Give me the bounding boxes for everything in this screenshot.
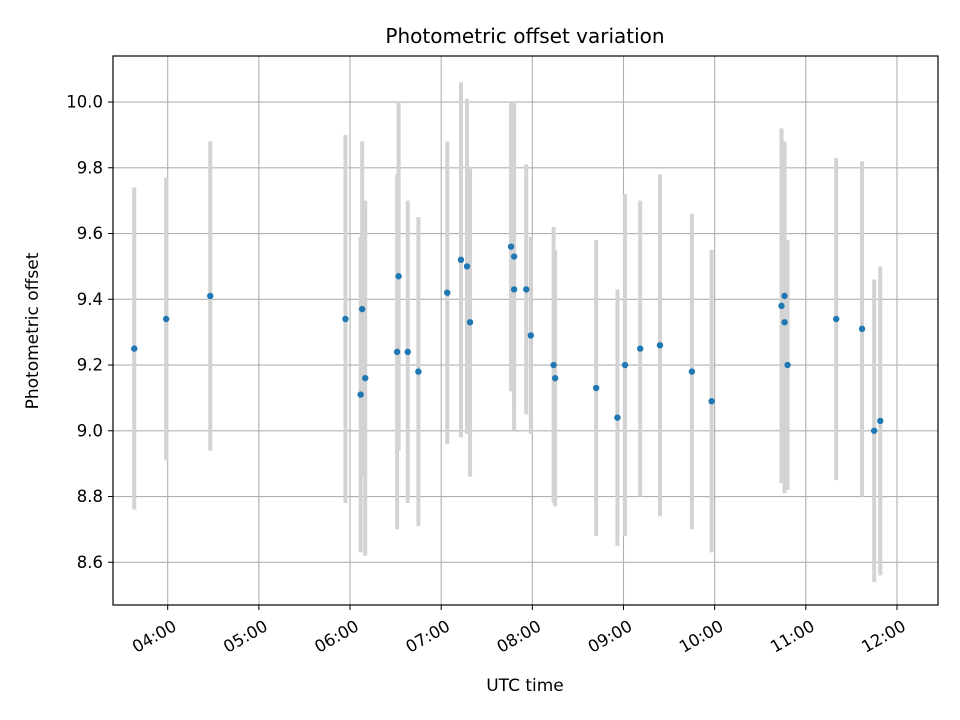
data-point [621,361,629,369]
data-point [708,397,715,405]
x-axis-label: UTC time [486,676,564,696]
data-point [592,384,600,392]
data-point [614,414,621,421]
data-point [358,305,366,313]
data-point [131,345,138,352]
data-point [510,253,518,260]
y-tick-label: 10.0 [66,93,103,112]
data-point [551,374,559,382]
data-point [404,348,411,356]
data-point [637,345,644,352]
data-point [362,374,369,382]
chart-title: Photometric offset variation [385,24,664,48]
data-point [784,361,791,369]
data-point [507,243,515,250]
data-point [342,315,349,323]
data-point [550,361,557,369]
data-point [444,289,451,296]
data-point [781,319,788,326]
data-point [510,286,518,293]
data-point [162,315,170,323]
data-point [870,427,878,434]
data-point [527,332,535,339]
y-tick-label: 8.6 [77,553,103,572]
data-point [395,273,402,280]
data-point [393,348,401,356]
data-point [781,292,788,300]
y-tick-label: 9.4 [77,290,103,309]
data-point [415,368,422,375]
data-point [778,302,785,310]
data-point [656,342,664,349]
y-tick-label: 9.6 [77,224,103,243]
y-axis-label: Photometric offset [23,252,43,409]
y-tick-label: 9.8 [77,158,103,177]
data-point [858,325,866,333]
y-tick-label: 9.0 [77,421,103,440]
data-point [466,319,474,326]
data-point [207,292,214,300]
data-point [877,417,884,425]
data-point [357,391,364,398]
plot-frame [112,55,939,606]
y-tick-label: 8.8 [77,487,103,506]
y-tick-label: 9.2 [77,356,103,375]
data-point [457,256,465,264]
data-point [463,263,471,270]
data-point [833,315,840,323]
data-points [131,243,884,434]
data-point [688,368,696,375]
data-point [523,286,530,293]
